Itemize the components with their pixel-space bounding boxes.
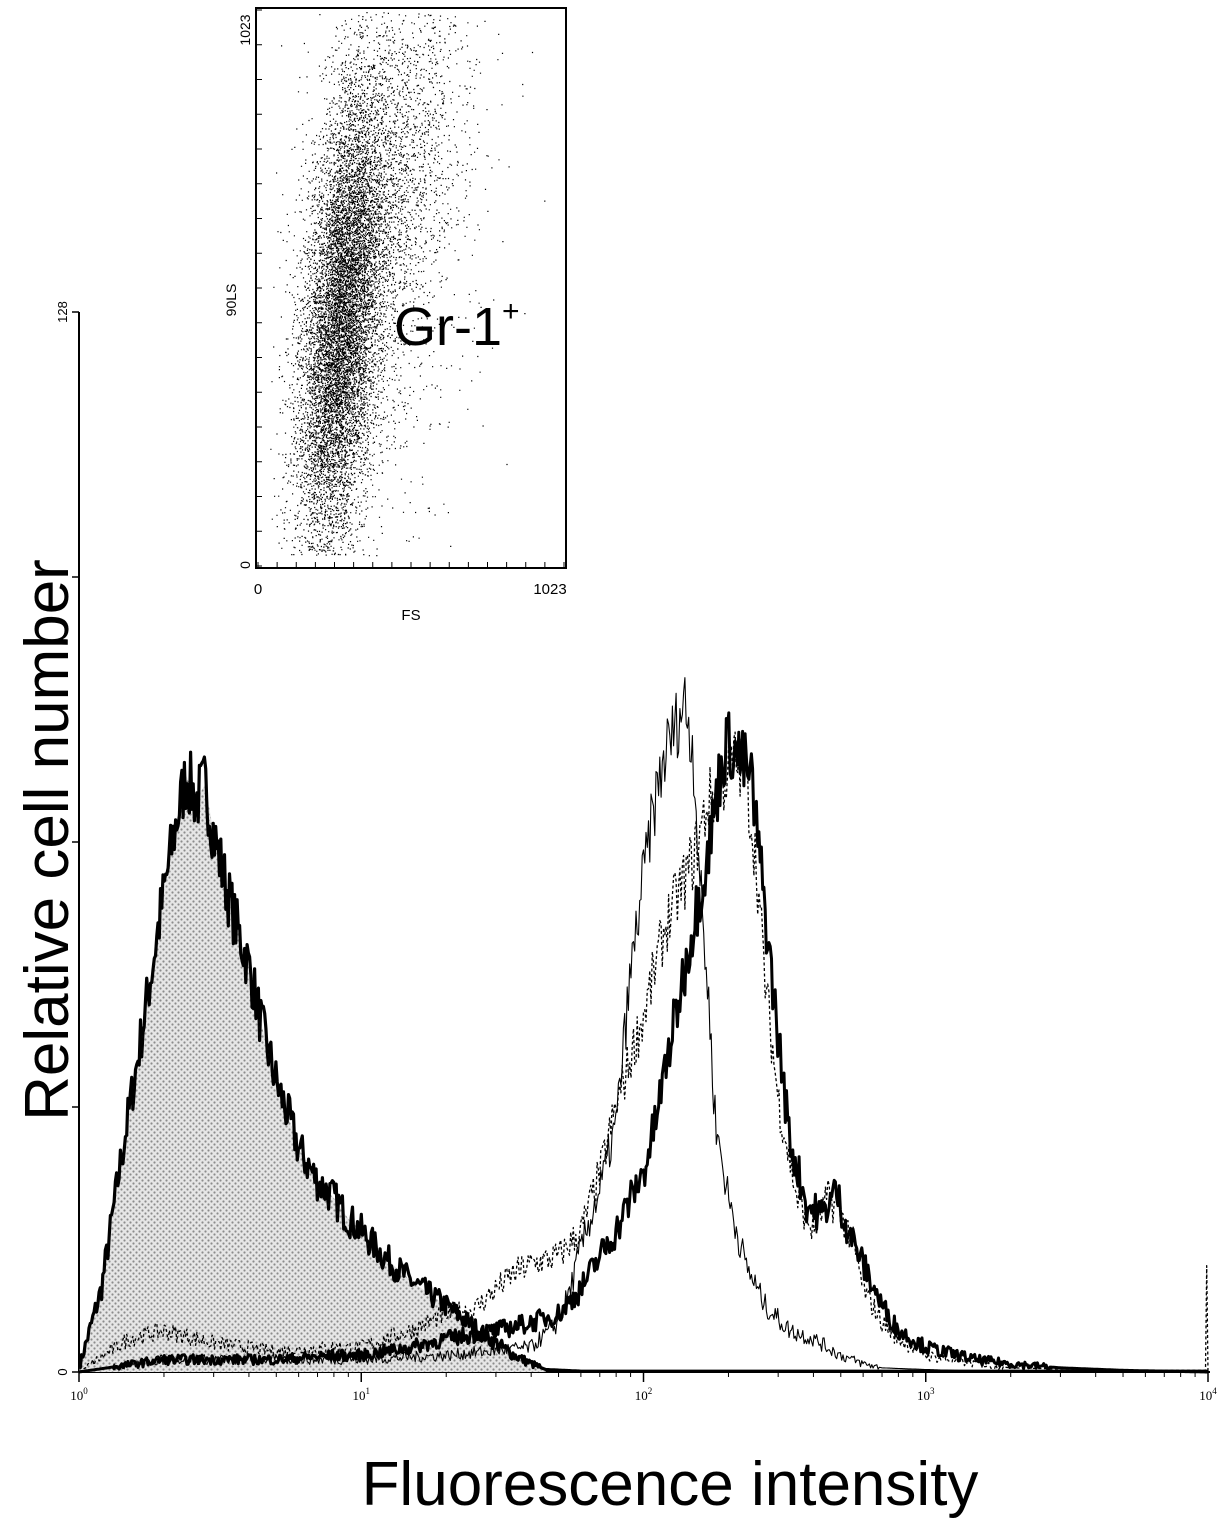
x-tick-exp: 2 (648, 1386, 653, 1396)
inset-x-tick-1023: 1023 (533, 581, 566, 598)
x-tick-base: 10 (917, 1388, 930, 1403)
inset-y-label: 90LS (223, 284, 239, 317)
x-tick-exp: 0 (83, 1386, 88, 1396)
y-ticks: 0 128 (55, 301, 79, 1376)
histogram-fill-area (79, 775, 546, 1372)
inset-y-tick-1023: 1023 (237, 14, 253, 45)
scatter-inset: 0 1023 FS 0 1023 90LS (223, 7, 567, 624)
x-axis-label: Fluorescence intensity (361, 1450, 979, 1519)
x-tick-base: 10 (635, 1388, 648, 1403)
x-tick-exp: 3 (930, 1386, 935, 1396)
inset-x-label: FS (401, 607, 420, 624)
x-tick-base: 10 (1199, 1388, 1212, 1403)
x-tick-label: 100 (70, 1386, 88, 1403)
x-tick-label: 104 (1199, 1386, 1217, 1403)
inset-ticks (256, 9, 565, 568)
inset-y-tick-0: 0 (237, 561, 253, 569)
x-tick-exp: 4 (1212, 1386, 1217, 1396)
x-ticks: 100 101 102 103 104 (70, 1372, 1217, 1403)
x-tick-exp: 1 (366, 1386, 371, 1396)
population-label: Gr-1+ (394, 280, 520, 359)
x-tick-label: 102 (635, 1386, 653, 1403)
population-name: Gr-1 (394, 297, 502, 357)
histogram-series-filled-thick (78, 750, 1209, 1373)
x-tick-base: 10 (353, 1388, 366, 1403)
y-tick-label: 0 (55, 1368, 70, 1375)
histogram-series-dotted (78, 731, 1209, 1373)
x-tick-base: 10 (70, 1388, 83, 1403)
y-tick-label: 128 (55, 301, 70, 323)
inset-x-tick-0: 0 (254, 581, 262, 598)
population-sup: + (502, 295, 520, 328)
histogram-series-thick (78, 711, 1209, 1374)
x-tick-label: 103 (917, 1386, 935, 1403)
x-tick-label: 101 (353, 1386, 371, 1403)
scatter-events (270, 12, 546, 557)
histogram-series (78, 677, 1209, 1374)
scatter-points (270, 12, 546, 557)
y-axis-label: Relative cell number (13, 559, 82, 1121)
